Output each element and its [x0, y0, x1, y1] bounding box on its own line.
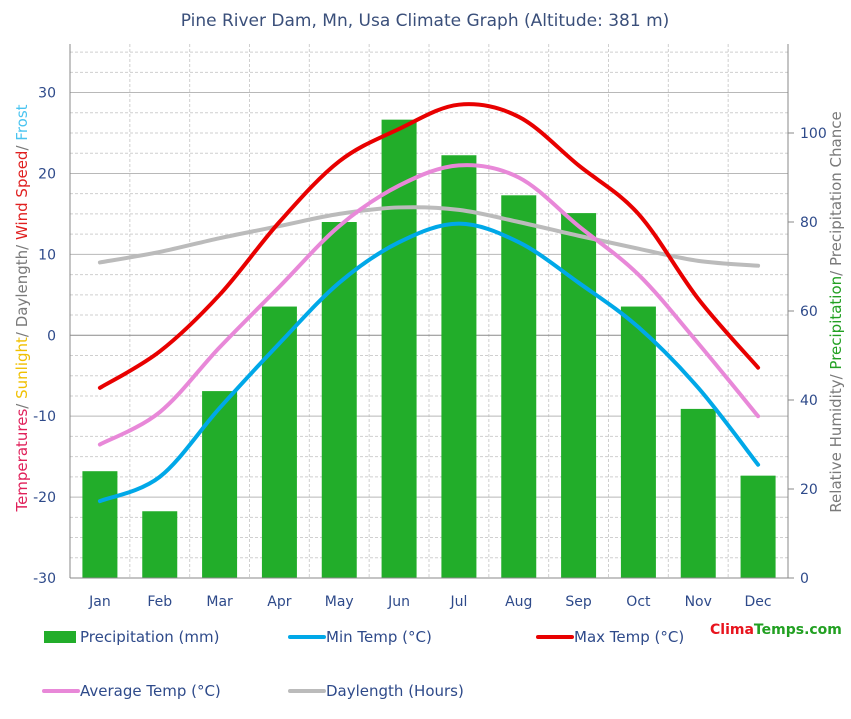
brand-logo: ClimaTemps.com [710, 622, 842, 638]
axis-label-part: Wind Speed [13, 151, 31, 241]
axis-label-part: / Daylength/ [13, 240, 31, 337]
right-tick-label: 80 [800, 215, 818, 231]
right-tick-label: 60 [800, 304, 818, 320]
grid-lines [69, 44, 789, 579]
right-tick-label: 40 [800, 393, 818, 409]
series-line [97, 221, 761, 504]
x-tick-label: Jun [387, 594, 410, 610]
legend: Precipitation (mm) Min Temp (°C) Max Temp … [42, 628, 684, 700]
precipitation-bar [261, 306, 297, 578]
axis-label-part: Temperatures [13, 409, 31, 513]
precipitation-bar [82, 471, 118, 578]
axes: -30 -20 -10 0 10 20 30 0 20 40 60 80 100 Jan Feb Mar Apr… [13, 44, 845, 610]
left-tick-label: -10 [33, 409, 56, 425]
precipitation-bar [501, 195, 537, 579]
x-tick-label: Feb [147, 594, 172, 610]
axis-label-part: Sunlight [13, 337, 31, 399]
series-line [97, 205, 761, 268]
axis-label-part: Relative Humidity/ [827, 370, 845, 513]
precipitation-bar [202, 391, 238, 578]
axis-label-part: / [13, 141, 31, 151]
precipitation-bar [740, 475, 776, 578]
left-tick-label: 30 [38, 86, 56, 102]
precipitation-bar [620, 306, 656, 578]
legend-label: Precipitation (mm) [80, 628, 219, 646]
right-tick-label: 0 [800, 571, 809, 587]
left-tick-label: 10 [38, 247, 56, 263]
right-tick-label: 100 [800, 126, 827, 142]
left-tick-label: 20 [38, 166, 56, 182]
precipitation-bar [321, 222, 357, 578]
legend-label: Average Temp (°C) [80, 682, 221, 700]
axis-label-part: / Precipitation Chance [827, 111, 845, 276]
x-tick-label: Mar [206, 594, 233, 610]
precipitation-bar [381, 119, 417, 579]
left-tick-label: -20 [33, 490, 56, 506]
axis-label-part: Precipitation [827, 276, 845, 370]
legend-label: Min Temp (°C) [326, 628, 432, 646]
x-tick-label: Sep [565, 594, 592, 610]
x-tick-label: Jan [88, 594, 111, 610]
left-tick-label: -30 [33, 571, 56, 587]
right-tick-label: 20 [800, 482, 818, 498]
x-tick-label: May [325, 594, 354, 610]
precipitation-bar [441, 155, 477, 578]
left-tick-label: 0 [47, 328, 56, 344]
chart-title: Pine River Dam, Mn, Usa Climate Graph (A… [181, 11, 670, 31]
x-tick-label: Nov [685, 594, 712, 610]
x-tick-label: Jul [449, 594, 467, 610]
x-tick-label: Aug [505, 594, 532, 610]
x-tick-label: Oct [626, 594, 651, 610]
left-axis-label: Temperatures/ Sunlight/ Daylength/ Wind … [13, 104, 31, 512]
precipitation-bar [142, 511, 178, 578]
legend-swatch [44, 631, 76, 643]
axis-label-part: Frost [13, 104, 31, 140]
precipitation-bar [561, 213, 597, 578]
x-tick-label: Apr [267, 594, 291, 610]
series-line [97, 102, 761, 390]
series-line [97, 163, 761, 447]
legend-label: Daylength (Hours) [326, 682, 464, 700]
x-tick-label: Dec [745, 594, 772, 610]
legend-label: Max Temp (°C) [574, 628, 684, 646]
right-axis-label: Relative Humidity/ Precipitation/ Precip… [827, 111, 845, 512]
precipitation-bar [680, 408, 716, 578]
axis-label-part: / [13, 399, 31, 409]
series-lines [97, 102, 761, 504]
